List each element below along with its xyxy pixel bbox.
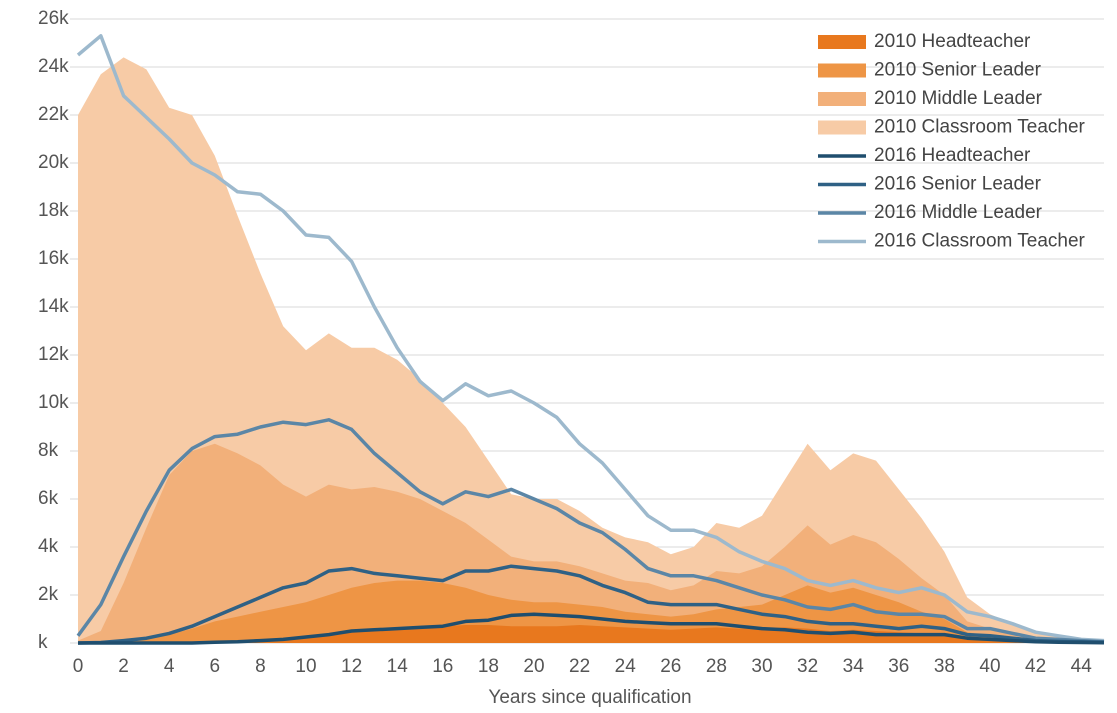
- x-tick-label: 30: [751, 656, 772, 677]
- x-tick-label: 44: [1071, 656, 1093, 677]
- y-tick-label: 2k: [38, 584, 59, 605]
- x-tick-label: 0: [73, 656, 84, 677]
- area: [78, 580, 1104, 643]
- x-tick-label: 10: [295, 656, 316, 677]
- x-tick-label: 2: [118, 656, 129, 677]
- x-tick-label: 22: [569, 656, 590, 677]
- x-tick-label: 12: [341, 656, 362, 677]
- legend-label: 2010 Senior Leader: [874, 60, 1042, 81]
- x-tick-label: 24: [615, 656, 637, 677]
- x-tick-label: 32: [797, 656, 818, 677]
- x-tick-label: 18: [478, 656, 499, 677]
- y-tick-label: 6k: [38, 488, 59, 509]
- x-tick-label: 8: [255, 656, 266, 677]
- legend-label: 2016 Classroom Teacher: [874, 231, 1086, 252]
- legend-label: 2016 Headteacher: [874, 145, 1031, 166]
- x-tick-label: 6: [210, 656, 221, 677]
- x-tick-label: 34: [843, 656, 865, 677]
- legend-swatch: [818, 35, 866, 49]
- legend-label: 2010 Headteacher: [874, 31, 1031, 52]
- x-tick-label: 14: [387, 656, 409, 677]
- x-tick-label: 40: [979, 656, 1000, 677]
- y-tick-label: 22k: [38, 104, 69, 125]
- x-tick-label: 38: [934, 656, 955, 677]
- legend: 2010 Headteacher 2010 Senior Leader 2010 M…: [818, 31, 1086, 252]
- y-tick-label: 20k: [38, 152, 69, 173]
- y-tick-label: 26k: [38, 8, 69, 29]
- y-tick-label: 4k: [38, 536, 59, 557]
- legend-label: 2010 Classroom Teacher: [874, 117, 1086, 138]
- legend-label: 2016 Middle Leader: [874, 202, 1043, 223]
- x-tick-label: 42: [1025, 656, 1046, 677]
- y-tick-label: 18k: [38, 200, 69, 221]
- line: [76, 34, 1105, 643]
- line: [77, 564, 1105, 645]
- legend-swatch: [818, 63, 866, 78]
- y-tick-label: 8k: [38, 440, 59, 461]
- legend-label: 2010 Middle Leader: [874, 88, 1043, 109]
- y-tick-label: 10k: [38, 392, 69, 413]
- x-tick-label: 16: [432, 656, 453, 677]
- y-tick-label: 16k: [38, 248, 69, 269]
- y-tick-label: 14k: [38, 296, 69, 317]
- line: [76, 418, 1105, 644]
- x-tick-label: 20: [523, 656, 544, 677]
- legend-swatch: [818, 92, 866, 106]
- area: [78, 625, 1104, 643]
- legend-swatch: [818, 120, 866, 135]
- y-tick-label: k: [38, 632, 48, 653]
- y-tick-label: 12k: [38, 344, 69, 365]
- legend-label: 2016 Senior Leader: [874, 174, 1042, 195]
- y-tick-label: 24k: [38, 56, 69, 77]
- line: [78, 612, 1105, 645]
- x-tick-label: 36: [888, 656, 909, 677]
- x-tick-label: 4: [164, 656, 175, 677]
- x-axis-label: Years since qualification: [488, 687, 691, 708]
- x-tick-label: 26: [660, 656, 681, 677]
- x-tick-label: 28: [706, 656, 727, 677]
